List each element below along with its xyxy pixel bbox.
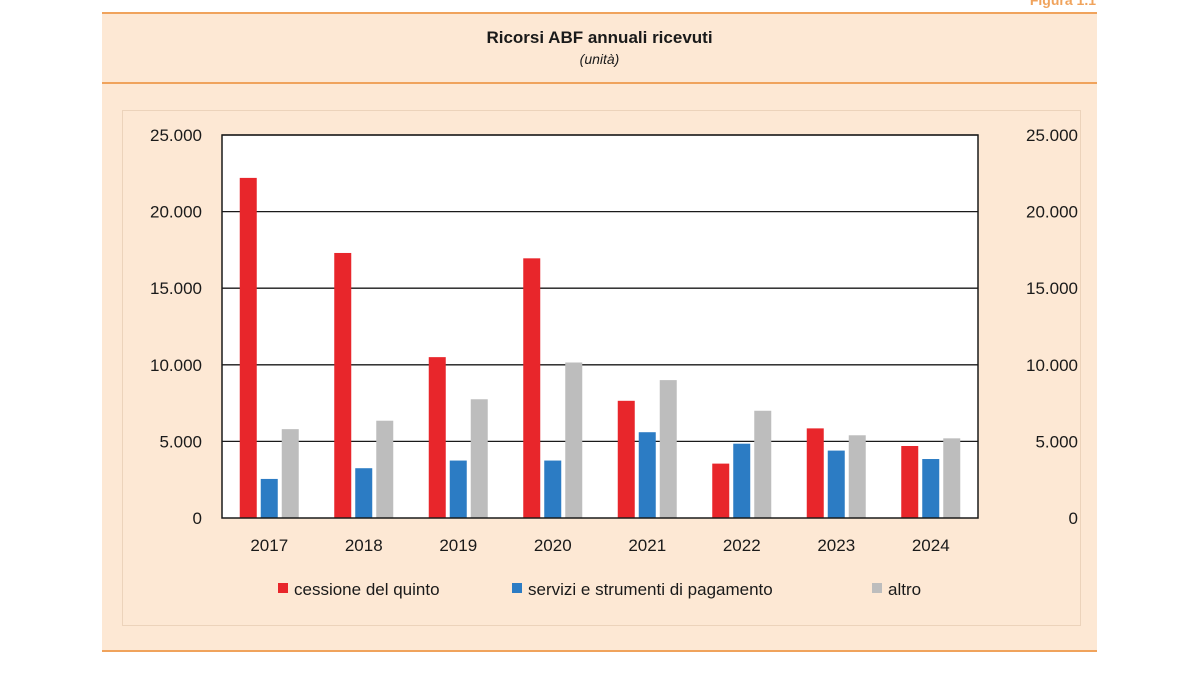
y-tick-label-left: 10.000 [150,356,202,375]
bar-2019-3 [470,399,488,518]
x-tick-label: 2020 [534,536,572,555]
chart-title: Ricorsi ABF annuali ricevuti [486,28,713,47]
legend-label: cessione del quinto [294,580,440,599]
bar-2021-1 [617,400,635,518]
bar-2020-2 [544,460,562,518]
y-tick-label-left: 20.000 [150,203,202,222]
bar-2019-2 [449,460,467,518]
y-tick-label-left: 0 [193,509,202,528]
bar-2021-2 [638,432,656,518]
chart-subtitle: (unità) [579,51,620,67]
bar-2022-3 [754,410,772,518]
bar-2023-3 [848,435,866,518]
legend-label: servizi e strumenti di pagamento [528,580,773,599]
bar-2017-3 [281,429,299,518]
legend: cessione del quinto servizi e strumenti d… [278,580,921,599]
axes: 0 0 5.000 5.000 10.000 10.000 15.000 15.000 20.0… [150,126,1078,555]
legend-swatch [512,583,522,593]
y-tick-label-left: 25.000 [150,126,202,145]
x-tick-label: 2019 [439,536,477,555]
bar-2018-1 [334,252,352,519]
bar-2017-1 [239,177,257,518]
bar-2017-2 [260,478,278,518]
bar-2023-2 [827,450,845,518]
y-tick-label-right: 5.000 [1035,432,1078,451]
bar-2024-3 [943,438,961,518]
bar-2019-1 [428,357,446,518]
legend-label: altro [888,580,921,599]
bar-2024-1 [901,445,919,518]
bar-2020-3 [565,362,583,518]
y-tick-label-left: 5.000 [159,432,202,451]
bar-2018-2 [355,468,373,518]
x-tick-label: 2024 [912,536,950,555]
bar-2021-3 [659,380,677,518]
y-tick-label-right: 10.000 [1026,356,1078,375]
y-tick-label-right: 0 [1069,509,1078,528]
y-tick-label-right: 25.000 [1026,126,1078,145]
figure-header: Ricorsi ABF annuali ricevuti (unità) [102,14,1097,84]
bar-2022-2 [733,443,751,518]
bar-2023-1 [806,428,824,518]
x-tick-label: 2018 [345,536,383,555]
legend-swatch [278,583,288,593]
y-tick-label-right: 15.000 [1026,279,1078,298]
bar-2020-1 [523,258,541,518]
y-tick-label-right: 20.000 [1026,203,1078,222]
x-tick-label: 2023 [817,536,855,555]
y-tick-label-left: 15.000 [150,279,202,298]
legend-swatch [872,583,882,593]
bar-2024-2 [922,459,940,518]
bars [239,177,961,519]
bar-2022-1 [712,463,730,518]
bar-2018-3 [376,420,394,518]
plot-frame [221,134,979,519]
x-tick-label: 2022 [723,536,761,555]
x-tick-label: 2017 [250,536,288,555]
x-tick-label: 2021 [628,536,666,555]
figure-label: Figura 1.1 [1029,0,1096,8]
